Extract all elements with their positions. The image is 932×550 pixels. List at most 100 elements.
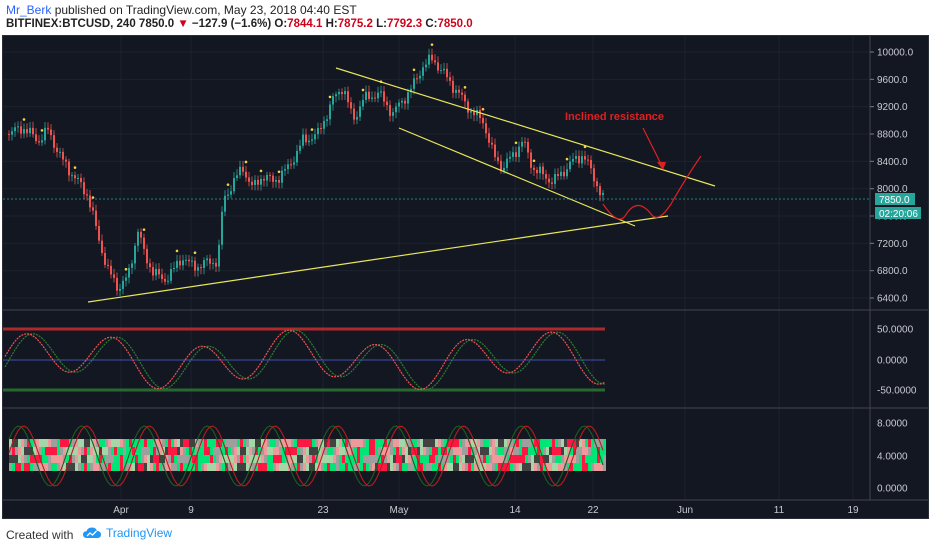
osc2-heat-cell bbox=[261, 447, 264, 455]
osc2-heat-cell bbox=[291, 447, 294, 455]
osc2-heat-cell bbox=[135, 455, 138, 463]
fractal-marker bbox=[310, 128, 314, 131]
tradingview-link[interactable]: TradingView bbox=[82, 526, 172, 540]
osc2-heat-cell bbox=[375, 447, 378, 455]
osc2-heat-cell bbox=[243, 455, 246, 463]
osc2-heat-cell bbox=[396, 463, 399, 471]
osc2-heat-cell bbox=[159, 455, 162, 463]
candle-body bbox=[152, 267, 154, 276]
osc2-heat-cell bbox=[117, 455, 120, 463]
osc2-heat-cell bbox=[408, 455, 411, 463]
osc2-heat-cell bbox=[429, 463, 432, 471]
osc2-heat-cell bbox=[204, 455, 207, 463]
osc2-heat-cell bbox=[192, 455, 195, 463]
candle-body bbox=[104, 253, 106, 265]
osc2-heat-cell bbox=[564, 455, 567, 463]
osc2-heat-cell bbox=[120, 439, 123, 447]
osc2-heat-cell bbox=[384, 447, 387, 455]
upper-channel-line[interactable] bbox=[335, 67, 716, 187]
candle-body bbox=[59, 151, 61, 153]
osc2-heat-cell bbox=[270, 447, 273, 455]
candle-body bbox=[602, 192, 604, 196]
osc2-heat-cell bbox=[234, 455, 237, 463]
osc2-heat-cell bbox=[144, 463, 147, 471]
osc2-heat-cell bbox=[33, 463, 36, 471]
osc2-heat-cell bbox=[483, 447, 486, 455]
osc2-heat-cell bbox=[69, 447, 72, 455]
osc2-heat-cell bbox=[537, 447, 540, 455]
osc2-heat-cell bbox=[282, 439, 285, 447]
osc2-heat-cell bbox=[462, 447, 465, 455]
osc2-heat-cell bbox=[279, 439, 282, 447]
price-tick-label: 10000.0 bbox=[877, 48, 914, 59]
candle-body bbox=[578, 156, 580, 164]
tradingview-brand: TradingView bbox=[106, 526, 173, 540]
osc2-heat-cell bbox=[315, 439, 318, 447]
osc2-heat-cell bbox=[468, 463, 471, 471]
osc2-heat-cell bbox=[399, 439, 402, 447]
osc2-heat-cell bbox=[417, 447, 420, 455]
osc2-heat-cell bbox=[507, 447, 510, 455]
osc2-heat-cell bbox=[513, 463, 516, 471]
osc2-heat-cell bbox=[258, 455, 261, 463]
osc2-heat-cell bbox=[51, 439, 54, 447]
time-axis[interactable]: Apr 9 23 May 14 22 Jun 11 19 bbox=[113, 505, 859, 516]
osc2-heat-cell bbox=[120, 455, 123, 463]
candle-body bbox=[80, 177, 82, 183]
osc2-heat-cell bbox=[150, 447, 153, 455]
osc2-heat-cell bbox=[303, 455, 306, 463]
support-line[interactable] bbox=[87, 215, 669, 303]
oscillator-2-axis[interactable]: 8.0000 4.0000 0.0000 bbox=[877, 419, 908, 495]
osc2-heat-cell bbox=[549, 463, 552, 471]
osc2-heat-cell bbox=[594, 447, 597, 455]
trendlines[interactable] bbox=[87, 67, 716, 303]
oscillator-1-axis[interactable]: 50.0000 0.0000 -50.0000 bbox=[877, 325, 917, 397]
osc2-heat-cell bbox=[399, 455, 402, 463]
candle-body bbox=[545, 174, 547, 179]
osc2-heat-cell bbox=[528, 455, 531, 463]
chart-area[interactable]: Inclined resistance 10000.0 9600.0 9200.0 8… bbox=[2, 35, 929, 519]
osc2-heat-cell bbox=[96, 447, 99, 455]
symbol-label[interactable]: BITFINEX:BTCUSD, 240 bbox=[6, 18, 136, 30]
candle-body bbox=[227, 194, 229, 196]
candle-body bbox=[326, 119, 328, 121]
osc2-heat-cell bbox=[15, 455, 18, 463]
osc2-heat-cell bbox=[441, 463, 444, 471]
candle-body bbox=[482, 118, 484, 124]
osc2-heat-cell bbox=[363, 439, 366, 447]
osc2-heat-cell bbox=[21, 463, 24, 471]
osc2-heat-cell bbox=[231, 455, 234, 463]
osc2-heat-cell bbox=[414, 455, 417, 463]
osc2-heat-cell bbox=[72, 439, 75, 447]
price-axis[interactable]: 10000.09600.09200.08800.08400.08000.0760… bbox=[870, 48, 914, 305]
chart-canvas[interactable]: Inclined resistance 10000.0 9600.0 9200.0 8… bbox=[3, 36, 928, 518]
candle-body bbox=[65, 159, 67, 162]
osc2-heat-cell bbox=[375, 455, 378, 463]
osc2-heat-cell bbox=[141, 439, 144, 447]
time-tick-label: Apr bbox=[113, 505, 129, 516]
candle-body bbox=[236, 175, 238, 179]
osc2-heat-cell bbox=[552, 439, 555, 447]
osc2-heat-cell bbox=[45, 447, 48, 455]
osc2-heat-cell bbox=[411, 463, 414, 471]
osc2-heat-cell bbox=[291, 463, 294, 471]
annotation-label[interactable]: Inclined resistance bbox=[565, 111, 664, 123]
osc2-heat-cell bbox=[276, 447, 279, 455]
osc2-heat-cell bbox=[285, 463, 288, 471]
candle-body bbox=[41, 140, 43, 143]
osc2-heat-cell bbox=[378, 439, 381, 447]
osc2-heat-cell bbox=[57, 447, 60, 455]
price-tick-label: 9600.0 bbox=[877, 75, 908, 86]
osc2-heat-cell bbox=[516, 455, 519, 463]
osc2-heat-cell bbox=[300, 439, 303, 447]
osc2-heat-cell bbox=[81, 455, 84, 463]
osc2-heat-cell bbox=[54, 463, 57, 471]
lower-channel-line[interactable] bbox=[398, 127, 636, 227]
osc2-heat-cell bbox=[81, 463, 84, 471]
osc2-heat-cell bbox=[285, 447, 288, 455]
osc2-heat-cell bbox=[48, 463, 51, 471]
osc2-heat-cell bbox=[585, 439, 588, 447]
author-link[interactable]: Mr_Berk bbox=[6, 3, 52, 17]
candle-body bbox=[467, 101, 469, 113]
candle-body bbox=[395, 106, 397, 113]
